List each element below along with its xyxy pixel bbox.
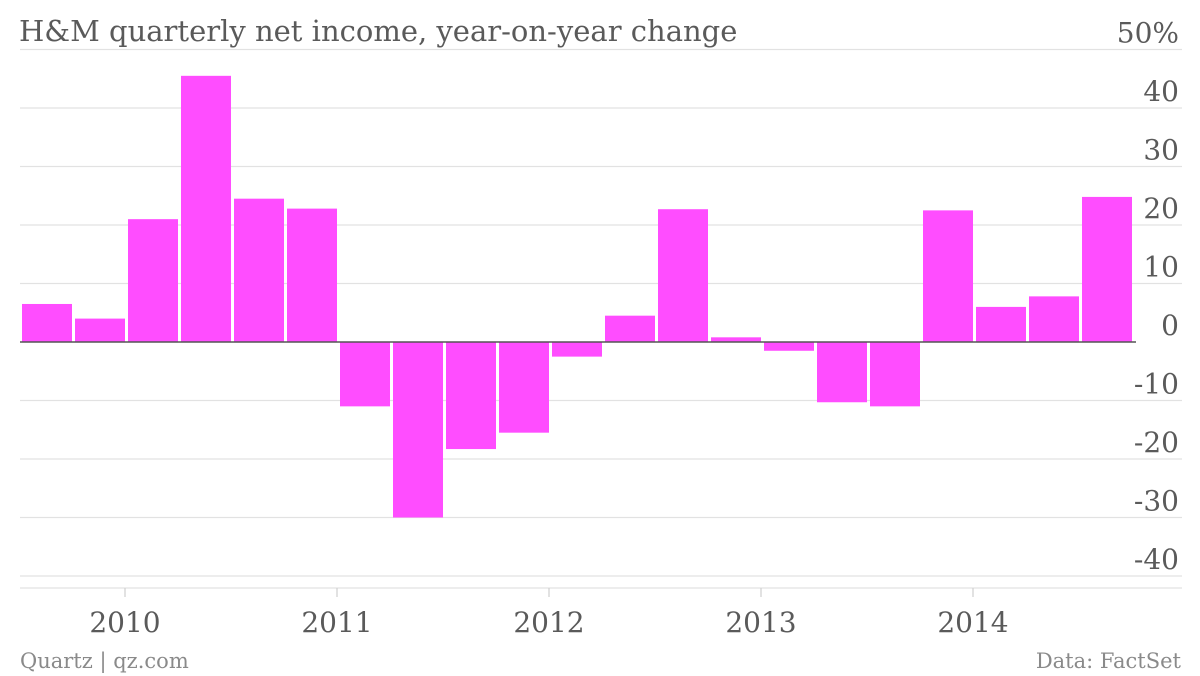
bar — [499, 342, 549, 433]
y-tick-label: 30 — [1143, 134, 1179, 167]
y-tick-label: 40 — [1143, 75, 1179, 108]
bar — [234, 198, 284, 342]
y-tick-label: -30 — [1134, 485, 1179, 518]
x-tick-label: 2014 — [937, 606, 1008, 639]
bar — [552, 342, 602, 357]
bar — [75, 318, 125, 342]
footer-source-left: Quartz | qz.com — [20, 649, 189, 674]
bar — [658, 209, 708, 342]
x-tick-label: 2013 — [725, 606, 796, 639]
bar — [1082, 196, 1132, 342]
bar — [340, 342, 390, 407]
x-tick-label: 2010 — [89, 606, 160, 639]
x-axis-ticks: 2010 2011 2012 2013 2014 — [89, 588, 1009, 639]
bar — [817, 342, 867, 403]
bar — [393, 342, 443, 518]
bar — [923, 210, 973, 342]
bar — [711, 337, 761, 342]
chart-title: H&M quarterly net income, year-on-year c… — [19, 14, 737, 48]
x-tick-label: 2011 — [301, 606, 372, 639]
y-tick-label: 50% — [1117, 17, 1179, 50]
bars — [22, 75, 1132, 518]
footer-data-credit: Data: FactSet — [1036, 649, 1182, 673]
bar — [446, 342, 496, 450]
bar — [22, 303, 72, 342]
y-tick-label: 0 — [1161, 309, 1179, 342]
y-axis-ticks: 50% 40 30 20 10 0 -10 -20 -30 -40 — [1117, 17, 1179, 577]
bar — [287, 208, 337, 342]
x-tick-label: 2012 — [513, 606, 584, 639]
bar — [605, 315, 655, 342]
bar — [181, 75, 231, 342]
y-tick-label: 10 — [1143, 251, 1179, 284]
y-tick-label: -40 — [1134, 543, 1179, 576]
bar — [128, 219, 178, 342]
y-tick-label: 20 — [1143, 192, 1179, 225]
bar — [976, 306, 1026, 342]
y-tick-label: -20 — [1134, 426, 1179, 459]
y-tick-label: -10 — [1134, 368, 1179, 401]
bar — [870, 342, 920, 407]
bar — [1029, 296, 1079, 342]
bar — [764, 342, 814, 351]
